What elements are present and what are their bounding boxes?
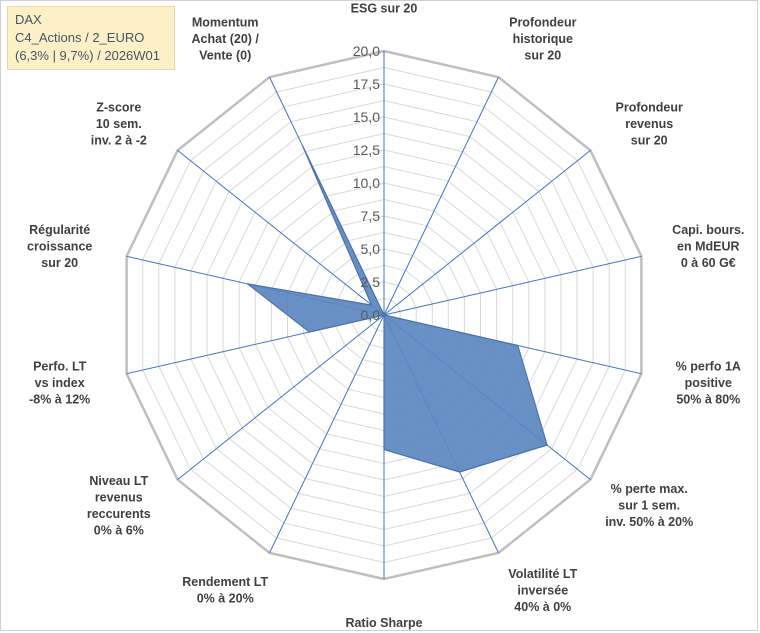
axis-label: Perfo. LT vs index -8% à 12% — [29, 359, 90, 406]
axis-spoke — [177, 150, 385, 316]
axis-label: Rendement LT 0% à 20% — [182, 575, 268, 606]
axis-label: % perte max. sur 1 sem. inv. 50% à 20% — [605, 482, 693, 529]
tick-label: 15,0 — [353, 109, 380, 125]
axis-label: Régularité croissance sur 20 — [27, 223, 92, 270]
axis-label: % perfo 1A positive 50% à 80% — [676, 359, 741, 406]
axis-label: Capi. bours. en MdEUR 0 à 60 G€ — [672, 223, 744, 270]
tick-label: 17,5 — [353, 76, 380, 92]
radar-tick-labels: 0,0 2,5 5,0 7,5 10,0 12,5 15,0 17,5 20,0 — [353, 43, 380, 323]
info-box-index: DAX — [15, 12, 42, 27]
axis-label: Z-score 10 sem. inv. 2 à -2 — [91, 101, 147, 148]
series-area — [247, 145, 548, 473]
info-box-period: (6,3% | 9,7%) / 2026W01 — [15, 48, 161, 63]
tick-label: 7,5 — [361, 208, 381, 224]
tick-label: 10,0 — [353, 175, 380, 191]
axis-label: Niveau LT revenus reccurents 0% à 6% — [87, 474, 151, 538]
axis-spoke — [269, 314, 385, 554]
info-box-category: C4_Actions / 2_EURO — [15, 30, 145, 45]
tick-label: 20,0 — [353, 43, 380, 59]
tick-label: 5,0 — [361, 241, 381, 257]
axis-spoke — [383, 76, 499, 316]
axis-label: Ratio Sharpe0 à 1 — [345, 616, 422, 633]
axis-spoke — [177, 314, 385, 480]
axis-spoke — [383, 255, 642, 316]
axis-label: Profondeur historique sur 20 — [509, 16, 576, 63]
tick-label: 12,5 — [353, 142, 380, 158]
radar-series — [247, 145, 548, 473]
axis-label: Volatilité LT inversée 40% à 0% — [508, 567, 577, 614]
tick-label: 0,0 — [361, 307, 381, 323]
tick-label: 2,5 — [361, 274, 381, 290]
axis-label: Momentum Achat (20) / Vente (0) — [192, 16, 260, 63]
info-box: DAX C4_Actions / 2_EURO (6,3% | 9,7%) / … — [7, 6, 175, 70]
axis-label: NoteESG sur 20 — [351, 0, 418, 16]
axis-spoke — [383, 150, 591, 316]
axis-label: Profondeur revenus sur 20 — [616, 101, 683, 148]
